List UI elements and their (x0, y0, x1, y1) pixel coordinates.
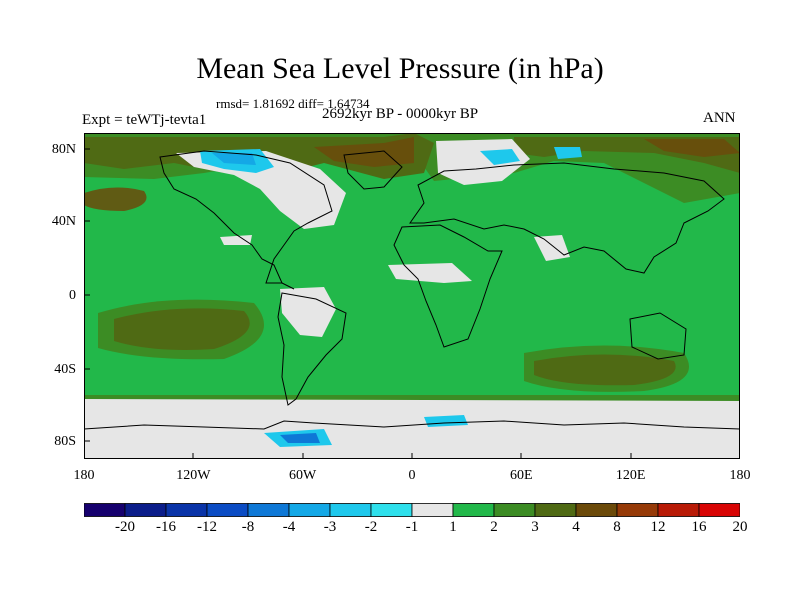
lon-tick-label: 120E (615, 468, 646, 483)
legend-label: -4 (282, 519, 296, 535)
lat-tick-label: 80S (54, 434, 76, 449)
legend-label: -8 (241, 519, 255, 535)
legend-swatch (616, 503, 659, 517)
lon-tick-label: 0 (408, 468, 416, 483)
legend-swatch (370, 503, 413, 517)
legend-swatch (452, 503, 495, 517)
map-tick-marks (84, 148, 632, 459)
pressure-difference-map (84, 133, 740, 459)
legend-label: 1 (449, 519, 457, 535)
legend-swatch (288, 503, 331, 517)
legend-swatch (534, 503, 577, 517)
legend-label: 16 (691, 519, 707, 535)
legend-swatch (124, 503, 167, 517)
legend-label: -2 (364, 519, 378, 535)
lon-tick-label: 180 (73, 468, 95, 483)
lon-tick-label: 60E (510, 468, 533, 483)
lat-tick-label: 40S (54, 362, 76, 377)
lon-tick-label: 180 (729, 468, 751, 483)
legend-swatch (493, 503, 536, 517)
legend-label: 2 (490, 519, 498, 535)
legend-label: 3 (531, 519, 539, 535)
legend-swatch (247, 503, 290, 517)
legend-label: -20 (115, 519, 135, 535)
lat-tick-label: 0 (69, 288, 76, 303)
legend-swatch (657, 503, 700, 517)
legend-swatch (84, 503, 126, 517)
lat-tick-label: 40N (51, 214, 76, 229)
color-legend-bar (84, 503, 740, 517)
lon-tick-label: 120W (176, 468, 211, 483)
legend-swatch (165, 503, 208, 517)
map-title: Mean Sea Level Pressure (in hPa) (196, 52, 604, 85)
legend-label: -3 (323, 519, 337, 535)
period-label: 2692kyr BP - 0000kyr BP (322, 106, 479, 122)
season-label: ANN (703, 110, 736, 126)
legend-swatch (206, 503, 249, 517)
lon-tick-label: 60W (289, 468, 317, 483)
stats-line: rmsd= 1.81692 diff= 1.64734 (216, 96, 370, 111)
experiment-label: Expt = teWTj-tevta1 (82, 112, 207, 128)
coastlines (84, 150, 740, 430)
legend-swatch (575, 503, 618, 517)
lat-tick-label: 80N (51, 142, 76, 157)
legend-label: -12 (197, 519, 217, 535)
legend-label: 8 (613, 519, 621, 535)
legend-label: -1 (405, 519, 419, 535)
legend-swatch (329, 503, 372, 517)
neutral-regions (84, 139, 740, 459)
legend-label: -16 (156, 519, 176, 535)
legend-swatch (698, 503, 740, 517)
legend-label: 4 (572, 519, 580, 535)
legend-label: 12 (650, 519, 666, 535)
legend-label: 20 (732, 519, 748, 535)
highest-anomaly-regions (84, 137, 740, 211)
legend-swatch (411, 503, 454, 517)
